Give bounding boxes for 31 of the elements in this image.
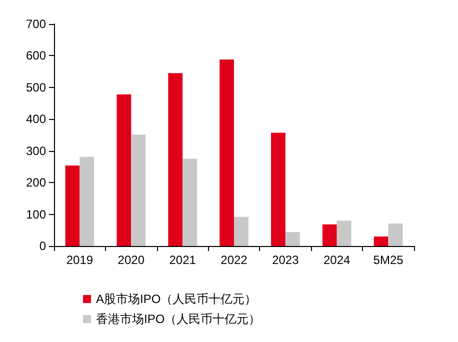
bar [80,156,94,246]
bar [374,236,388,246]
x-tick-label: 2021 [169,253,196,267]
legend-label: 香港市场IPO（人民币十亿元） [96,312,261,326]
y-tick-label: 0 [39,239,46,253]
bar [131,134,146,246]
bar [182,158,197,246]
x-tick-label: 2024 [324,253,351,267]
bar [234,216,248,246]
y-tick-label: 300 [26,144,46,158]
y-tick-label: 500 [26,80,46,94]
y-tick-label: 100 [26,207,46,222]
bar [271,132,286,246]
bar [168,73,183,246]
bar [322,224,337,246]
x-tick-label: 2019 [66,253,94,267]
y-tick-label: 700 [26,17,46,31]
y-tick-label: 400 [26,112,46,126]
x-tick-label: 2022 [220,253,248,267]
x-tick-label: 5M25 [373,253,404,267]
y-tick-label: 600 [26,48,46,63]
bar [220,60,234,246]
legend-label: A股市场IPO（人民币十亿元） [96,292,257,306]
bar [116,94,132,246]
bar [336,220,352,246]
bar [285,232,300,246]
x-tick-label: 2020 [118,253,145,267]
x-tick-label: 2023 [272,253,300,267]
y-tick-label: 200 [26,176,46,190]
bar [65,165,80,246]
bar [388,223,403,246]
